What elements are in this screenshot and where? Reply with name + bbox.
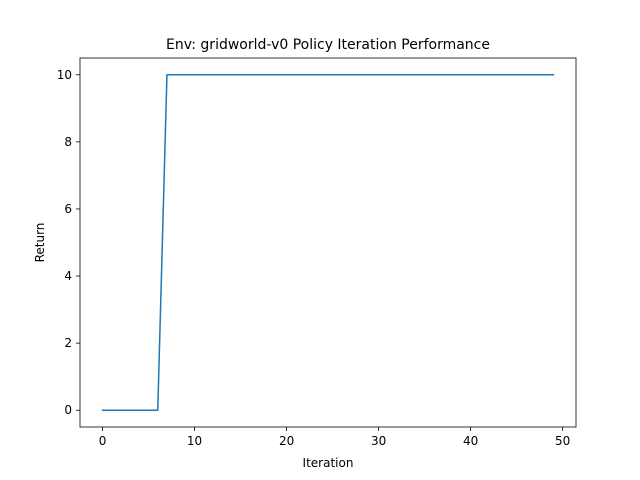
x-tick-label: 20 bbox=[279, 434, 294, 448]
plot-area bbox=[101, 74, 555, 411]
y-tick-label: 8 bbox=[64, 135, 72, 149]
x-axis-ticks: 0 10 20 30 40 50 bbox=[99, 427, 570, 448]
y-tick-label: 10 bbox=[57, 68, 72, 82]
y-tick-label: 2 bbox=[64, 336, 72, 350]
y-tick-label: 4 bbox=[64, 269, 72, 283]
chart-title: Env: gridworld-v0 Policy Iteration Perfo… bbox=[166, 37, 490, 53]
y-tick-label: 0 bbox=[64, 403, 72, 417]
x-tick-label: 40 bbox=[463, 434, 478, 448]
x-tick-label: 0 bbox=[99, 434, 107, 448]
x-tick-label: 10 bbox=[187, 434, 202, 448]
x-tick-label: 50 bbox=[555, 434, 570, 448]
series-line bbox=[101, 74, 555, 411]
y-axis-label: Return bbox=[33, 223, 47, 263]
y-axis-ticks: 0 2 4 6 8 10 bbox=[57, 68, 80, 417]
y-tick-label: 6 bbox=[64, 202, 72, 216]
x-tick-label: 30 bbox=[371, 434, 386, 448]
x-axis-label: Iteration bbox=[303, 456, 354, 470]
plot-frame bbox=[79, 57, 577, 428]
